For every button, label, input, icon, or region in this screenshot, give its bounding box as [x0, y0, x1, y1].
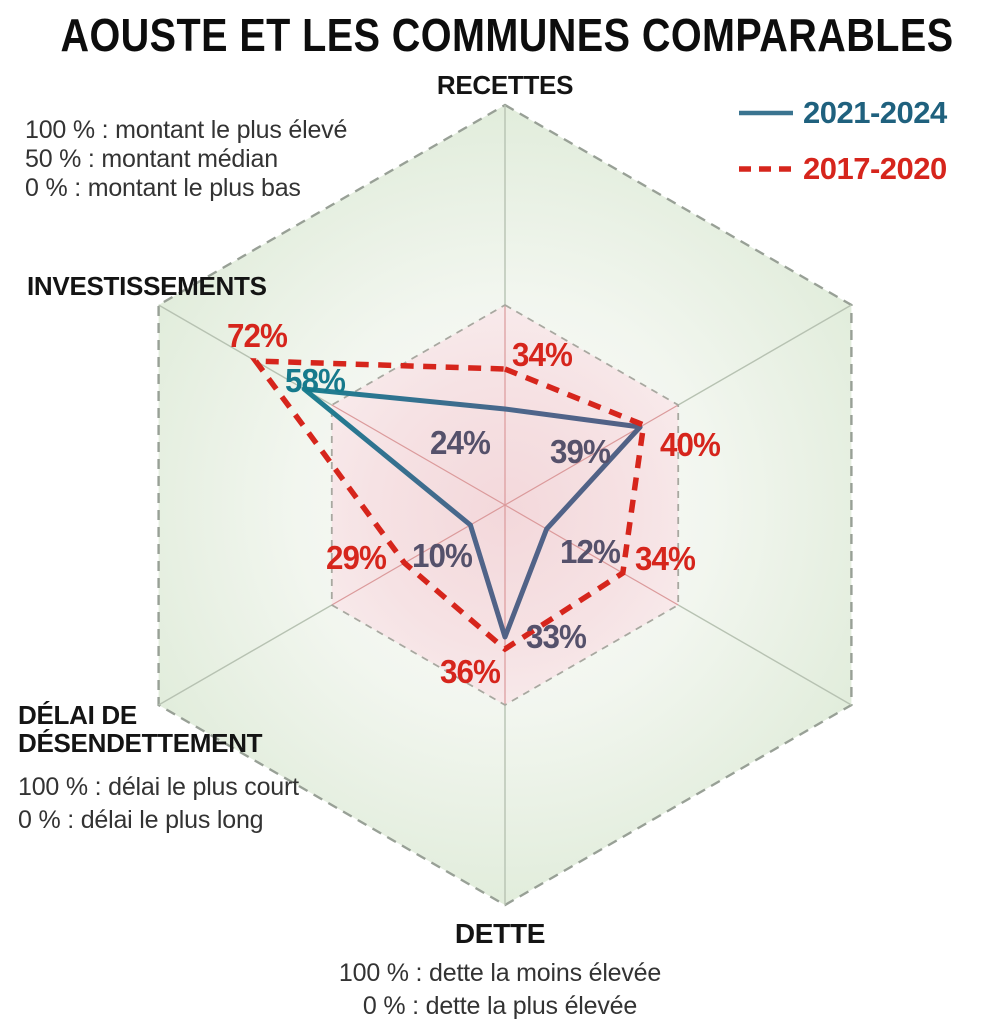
- radar-axis-line-center: [331, 504, 506, 606]
- radar-axis-line-center: [331, 404, 506, 506]
- series-2017-2020-polygon: [250, 358, 647, 653]
- series-2021-2024-polygon: [301, 386, 643, 640]
- radar-axis-line-center: [504, 404, 679, 506]
- radar-grid-inner-hexagon: [330, 303, 680, 707]
- radar-axis-line-center: [504, 504, 679, 606]
